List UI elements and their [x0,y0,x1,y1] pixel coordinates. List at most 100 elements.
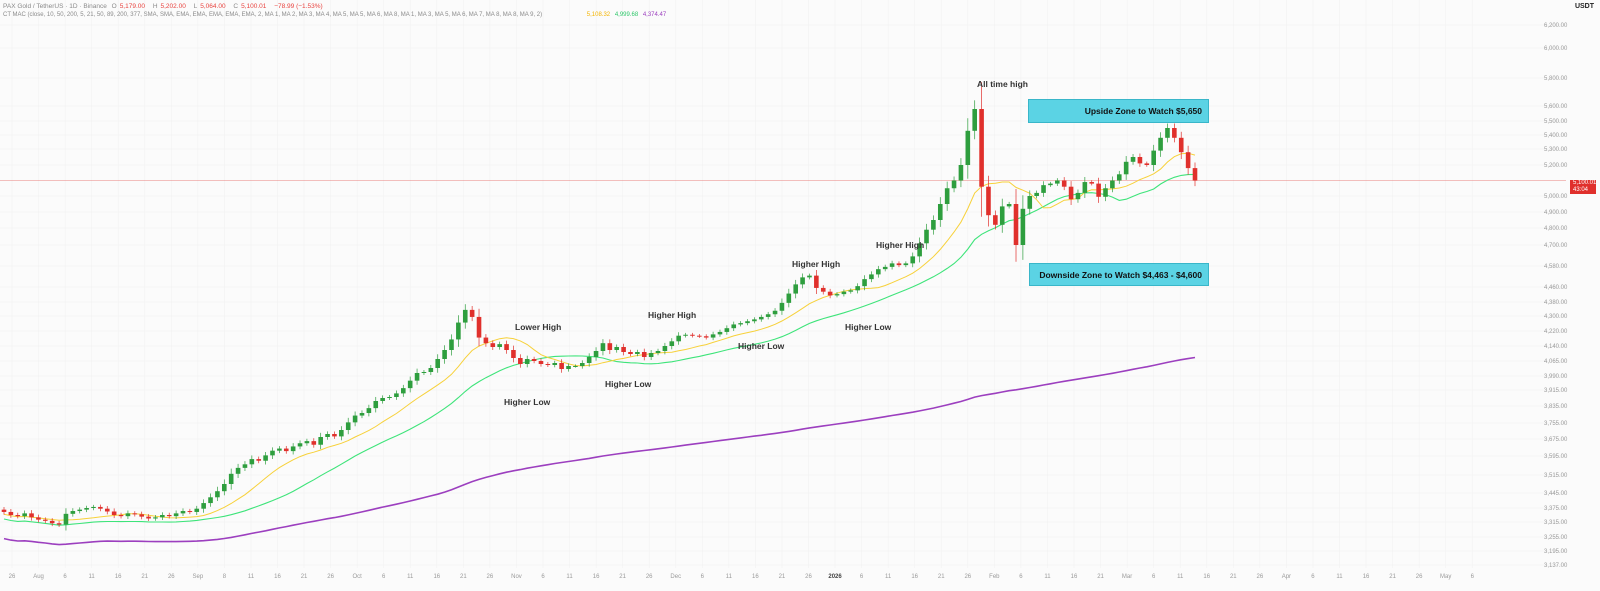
candle[interactable] [15,512,21,519]
candle[interactable] [256,456,262,464]
candle[interactable] [249,455,255,469]
candle[interactable] [855,283,860,294]
candle[interactable] [29,510,34,521]
candle[interactable] [607,339,613,355]
candle[interactable] [8,509,14,518]
candle[interactable] [1110,176,1115,193]
candle[interactable] [49,518,55,527]
candle[interactable] [1130,154,1136,165]
candle[interactable] [593,347,599,361]
candle[interactable] [786,288,792,308]
candle[interactable] [531,356,537,364]
candle[interactable] [765,311,771,320]
candle[interactable] [215,486,220,502]
candle[interactable] [1096,177,1101,203]
candle[interactable] [1027,190,1033,215]
downside-zone[interactable]: Downside Zone to Watch $4,463 - $4,600 [1029,263,1209,286]
candle[interactable] [201,499,206,513]
candle[interactable] [180,508,186,517]
candle[interactable] [490,340,496,350]
candle[interactable] [1082,177,1088,198]
candle[interactable] [703,334,709,340]
candle[interactable] [676,332,681,345]
candle[interactable] [1137,153,1143,167]
candle[interactable] [552,360,558,368]
candle[interactable] [359,410,365,419]
candle[interactable] [1048,181,1053,187]
candle[interactable] [118,512,124,519]
candle[interactable] [862,275,867,291]
candle[interactable] [456,315,461,347]
candle[interactable] [621,343,626,356]
candle[interactable] [387,395,392,400]
candle[interactable] [931,215,936,235]
candle[interactable] [1020,195,1026,260]
candle[interactable] [772,308,778,317]
candle[interactable] [972,100,977,140]
candle[interactable] [497,341,502,350]
candle[interactable] [951,176,957,193]
candle[interactable] [738,321,743,327]
candle[interactable] [1034,190,1039,199]
candle[interactable] [545,362,551,367]
candle[interactable] [277,446,282,454]
candle[interactable] [910,252,916,268]
candle[interactable] [263,451,268,465]
candle[interactable] [876,265,881,278]
candle[interactable] [366,404,372,417]
candle[interactable] [462,304,468,329]
candle[interactable] [194,505,200,515]
candle[interactable] [187,508,193,515]
candle[interactable] [717,329,723,337]
candle[interactable] [538,358,544,367]
candle[interactable] [635,349,640,357]
candle[interactable] [476,308,482,347]
candle[interactable] [235,463,241,479]
candle[interactable] [132,511,138,517]
candle[interactable] [125,510,131,520]
candle[interactable] [524,355,530,368]
candle[interactable] [222,479,227,496]
candle[interactable] [896,261,902,268]
candle[interactable] [559,359,564,373]
candle[interactable] [710,331,716,341]
candle[interactable] [1075,189,1081,203]
candle[interactable] [1123,156,1129,180]
candle[interactable] [518,354,523,368]
candle[interactable] [662,342,668,355]
candle[interactable] [758,314,764,322]
candle[interactable] [173,510,179,520]
candle[interactable] [1116,170,1122,184]
candle[interactable] [731,321,737,331]
candle[interactable] [139,511,144,520]
candle[interactable] [841,289,847,297]
candle[interactable] [160,512,165,521]
candle[interactable] [1103,184,1108,202]
candle[interactable] [614,344,620,353]
candle[interactable] [283,445,289,454]
candle[interactable] [153,515,158,521]
candle[interactable] [1041,181,1046,197]
candle[interactable] [442,345,447,364]
candle[interactable] [421,370,427,375]
candle[interactable] [827,288,833,299]
candle[interactable] [290,443,296,455]
candle[interactable] [793,279,799,299]
candle[interactable] [1178,131,1184,160]
candle[interactable] [111,508,117,519]
candle[interactable] [435,354,441,373]
candle[interactable] [98,504,103,512]
candle[interactable] [869,271,874,283]
candle[interactable] [834,292,840,298]
candle[interactable] [373,396,379,413]
candle[interactable] [724,325,730,335]
candle[interactable] [1013,188,1019,262]
candle[interactable] [579,360,585,369]
candle[interactable] [917,237,922,263]
candle[interactable] [1185,145,1191,175]
candle[interactable] [889,260,895,270]
candle[interactable] [242,461,248,472]
indicator-line[interactable]: CT MAC (close, 10, 50, 200, 5, 21, 50, 8… [3,12,669,18]
candle[interactable] [36,514,41,523]
